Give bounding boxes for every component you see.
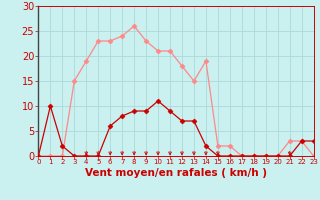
X-axis label: Vent moyen/en rafales ( km/h ): Vent moyen/en rafales ( km/h ): [85, 168, 267, 178]
